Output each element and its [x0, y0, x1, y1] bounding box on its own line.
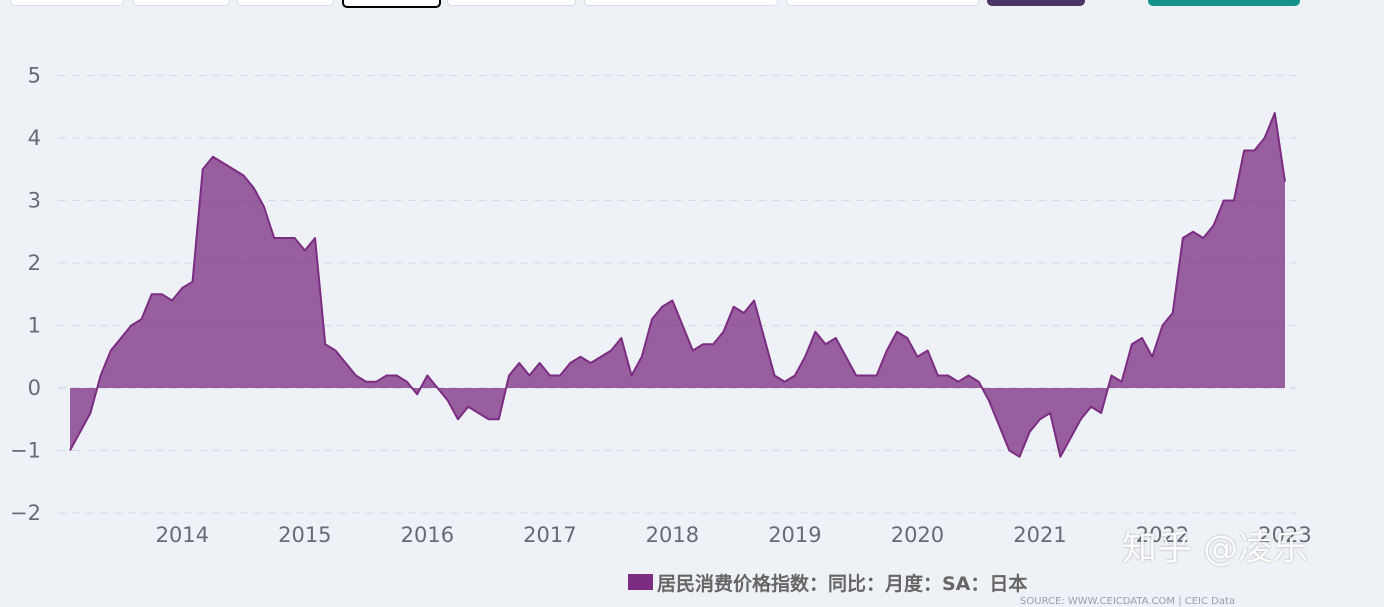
toolbar-button-6[interactable] — [584, 0, 778, 6]
legend[interactable]: 居民消费价格指数：同比：月度：SA：日本 — [628, 570, 1028, 595]
y-tick-label: 3 — [28, 189, 41, 213]
x-tick-label: 2014 — [156, 523, 209, 547]
toolbar-button-5[interactable] — [447, 0, 576, 6]
x-axis-ticks: 2014 2015 2016 2017 2018 2019 2020 2021 2022 2023 — [156, 523, 1312, 547]
y-tick-label: 5 — [28, 64, 41, 88]
legend-swatch — [628, 574, 653, 590]
y-tick-label: 2 — [28, 251, 41, 275]
toolbar-button-2[interactable] — [133, 0, 230, 6]
y-tick-label: 1 — [28, 314, 41, 338]
y-tick-label: −1 — [10, 439, 41, 463]
y-tick-label: 4 — [28, 126, 41, 150]
x-tick-label: 2022 — [1136, 523, 1189, 547]
x-tick-label: 2020 — [891, 523, 944, 547]
x-tick-label: 2023 — [1258, 523, 1311, 547]
toolbar-button-teal[interactable] — [1148, 0, 1300, 6]
source-note[interactable]: SOURCE: WWW.CEICDATA.COM | CEIC Data — [1020, 596, 1236, 607]
x-tick-label: 2018 — [646, 523, 699, 547]
x-tick-label: 2016 — [401, 523, 454, 547]
watermark: 知乎 @凌乐 — [1122, 529, 1309, 569]
x-tick-label: 2019 — [768, 523, 821, 547]
x-tick-label: 2021 — [1013, 523, 1066, 547]
x-tick-label: 2017 — [523, 523, 576, 547]
toolbar-button-4-selected[interactable] — [342, 0, 441, 8]
toolbar-button-3[interactable] — [237, 0, 334, 6]
series-area — [70, 113, 1285, 457]
toolbar-button-7[interactable] — [786, 0, 979, 6]
y-tick-label: −2 — [10, 501, 41, 525]
y-tick-label: 0 — [28, 376, 41, 400]
series-line — [69, 112, 1286, 458]
y-axis-ticks: 5 4 3 2 1 0 −1 −2 — [10, 64, 41, 526]
toolbar-button-dark[interactable] — [987, 0, 1085, 6]
legend-label: 居民消费价格指数：同比：月度：SA：日本 — [657, 572, 1028, 595]
toolbar-button-1[interactable] — [10, 0, 124, 6]
x-tick-label: 2015 — [278, 523, 331, 547]
chart-toolbar — [0, 0, 1384, 8]
